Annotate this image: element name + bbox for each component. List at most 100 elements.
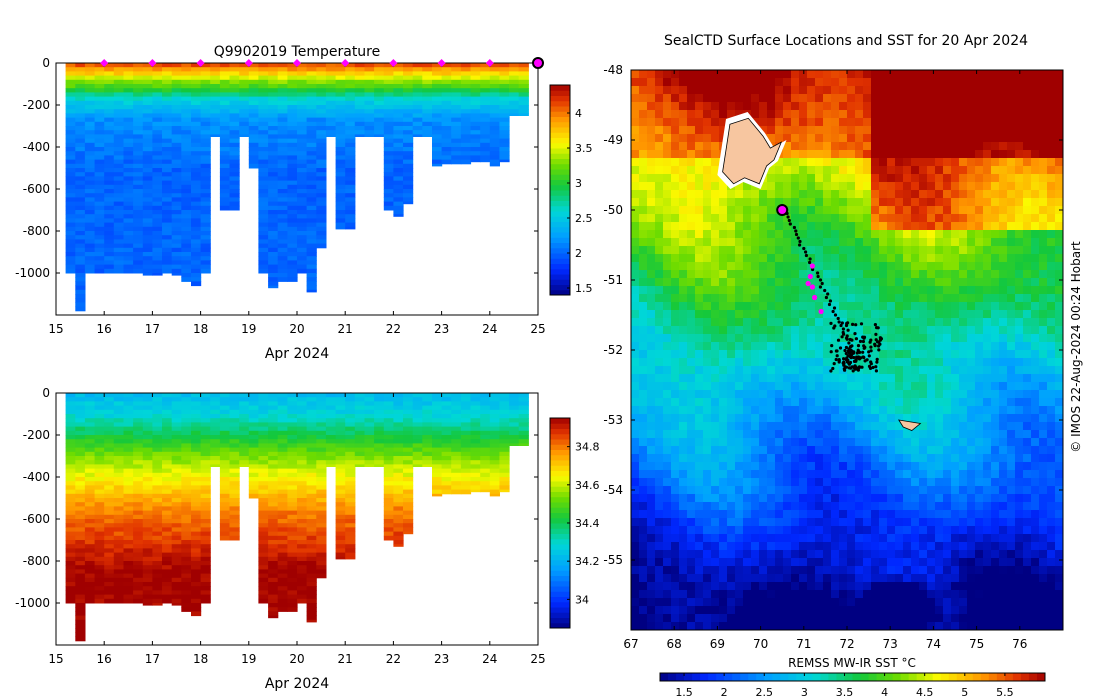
profile-column <box>248 393 259 499</box>
sst-cell <box>927 78 936 87</box>
profile-cell <box>393 472 404 478</box>
profile-cell <box>335 506 346 512</box>
profile-cell <box>335 556 346 560</box>
profile-column <box>499 63 510 163</box>
profile-cell <box>451 121 462 127</box>
profile-cell <box>412 109 423 114</box>
sst-cell <box>647 134 656 143</box>
profile-cell <box>191 523 202 528</box>
profile-cell <box>113 477 124 482</box>
sst-cell <box>751 214 760 223</box>
profile-cell <box>181 430 192 436</box>
profile-cell <box>162 439 173 444</box>
profile-cell <box>123 565 134 570</box>
profile-cell <box>152 79 163 85</box>
sst-cell <box>839 126 848 135</box>
profile-cell <box>277 100 288 106</box>
profile-cell <box>393 489 404 495</box>
profile-cell <box>345 514 356 520</box>
profile-cell <box>335 422 346 428</box>
profile-cell <box>287 603 298 608</box>
profile-cell <box>335 163 346 169</box>
profile-cell <box>123 63 134 68</box>
profile-cell <box>113 142 124 148</box>
profile-cell <box>133 540 144 545</box>
profile-cell <box>345 485 356 491</box>
profile-cell <box>181 460 192 465</box>
profile-cell <box>316 113 327 119</box>
profile-cell <box>181 113 192 119</box>
sst-cell <box>863 118 872 127</box>
profile-cell <box>84 548 96 554</box>
sst-cell <box>671 126 680 135</box>
profile-cell <box>133 96 144 102</box>
profile-cell <box>171 472 182 478</box>
profile-cell <box>162 214 173 219</box>
profile-cell <box>171 260 182 266</box>
profile-cell <box>200 180 211 186</box>
profile-cell <box>277 168 288 173</box>
profile-cell <box>277 92 288 98</box>
profile-cell <box>181 573 192 579</box>
sst-cell <box>927 118 936 127</box>
sst-cell <box>1015 190 1024 199</box>
profile-cell <box>306 210 317 215</box>
sst-cell <box>831 206 840 215</box>
profile-cell <box>113 88 124 93</box>
profile-cell <box>403 439 414 444</box>
profile-cell <box>345 193 356 198</box>
profile-cell <box>268 611 279 617</box>
profile-cell <box>200 63 211 68</box>
profile-cell <box>142 260 153 266</box>
profile-cell <box>297 184 308 190</box>
profile-cell <box>200 235 211 240</box>
profile-cell <box>191 544 202 549</box>
profile-cell <box>94 502 105 507</box>
profile-cell <box>191 256 202 261</box>
temperature-x-ticks: 15 16 17 18 19 20 21 22 23 24 25 <box>48 63 546 336</box>
sst-cell <box>631 78 640 87</box>
profile-cell <box>277 435 288 440</box>
profile-cell <box>345 439 356 444</box>
profile-cell <box>412 439 423 444</box>
profile-cell <box>364 414 375 419</box>
sst-cell <box>695 118 704 127</box>
profile-cell <box>152 447 163 453</box>
profile-cell <box>451 409 462 415</box>
sst-cell <box>1007 182 1016 191</box>
profile-cell <box>171 189 182 194</box>
profile-cell <box>297 172 308 177</box>
profile-cell <box>142 201 153 207</box>
sst-cell <box>1039 142 1048 151</box>
sst-cell <box>1055 222 1064 231</box>
profile-cell <box>181 535 192 541</box>
profile-cell <box>142 565 153 570</box>
sst-cell <box>815 166 824 175</box>
profile-cell <box>75 535 86 541</box>
profile-cell <box>306 556 317 562</box>
sst-cell <box>703 70 712 79</box>
profile-cell <box>133 502 144 507</box>
profile-cell <box>393 159 404 165</box>
profile-cell <box>84 489 96 495</box>
profile-cell <box>75 514 86 520</box>
profile-cell <box>499 67 510 72</box>
profile-cell <box>316 464 327 470</box>
profile-cell <box>306 409 317 415</box>
profile-cell <box>104 435 115 440</box>
profile-cell <box>306 540 317 545</box>
profile-cell <box>152 603 163 606</box>
profile-cell <box>142 256 153 261</box>
profile-cell <box>219 155 231 161</box>
sst-cell <box>703 198 712 207</box>
profile-cell <box>248 117 259 123</box>
x-tick-label: 22 <box>386 652 401 666</box>
profile-column <box>94 63 105 274</box>
profile-cell <box>171 477 182 482</box>
profile-cell <box>489 464 500 470</box>
profile-cell <box>84 159 96 165</box>
profile-cell <box>441 88 452 93</box>
profile-cell <box>258 130 269 135</box>
profile-cell <box>200 84 211 89</box>
profile-cell <box>152 243 163 249</box>
